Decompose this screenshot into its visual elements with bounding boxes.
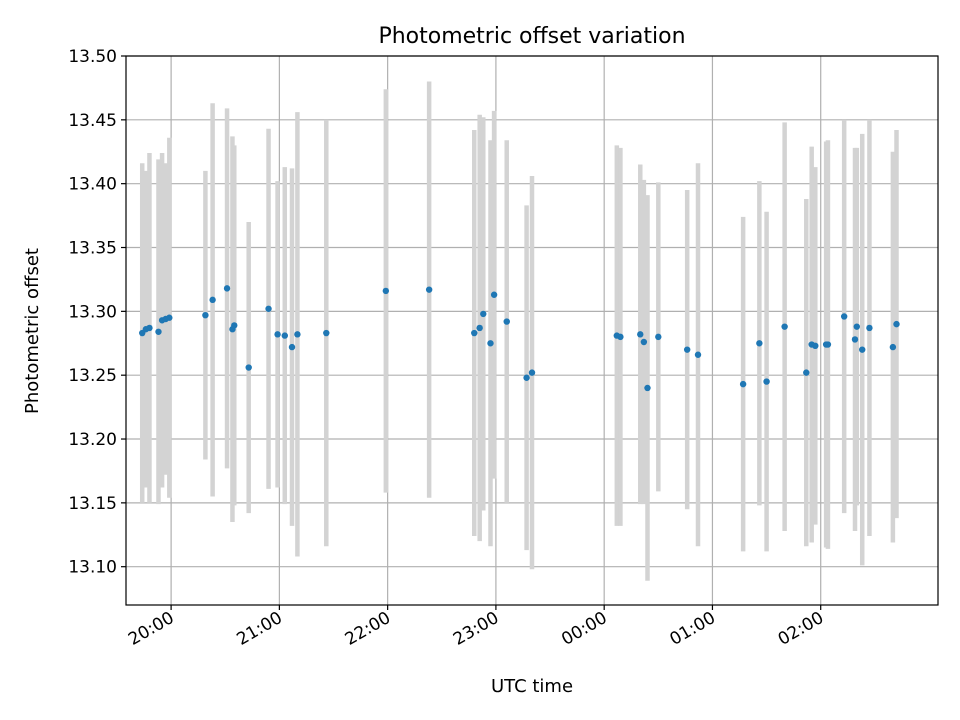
data-point <box>840 313 848 320</box>
data-point <box>781 323 788 330</box>
data-point <box>487 340 494 347</box>
data-point <box>155 328 162 335</box>
data-point <box>889 343 897 351</box>
data-point <box>893 320 900 328</box>
data-point <box>166 314 173 321</box>
data-point <box>231 322 238 329</box>
data-point <box>265 305 272 312</box>
data-point <box>480 310 487 318</box>
data-point <box>640 338 648 346</box>
data-point <box>294 331 301 338</box>
data-point <box>763 378 770 385</box>
data-point <box>637 331 644 338</box>
data-point <box>288 343 296 351</box>
plot-frame <box>125 55 939 606</box>
data-point <box>803 369 810 376</box>
y-tick-label: 13.15 <box>68 494 117 514</box>
data-point <box>851 336 859 343</box>
y-tick-label: 13.40 <box>68 175 117 195</box>
data-point <box>523 374 530 381</box>
y-tick-label: 13.45 <box>68 111 117 131</box>
y-tick-label: 13.25 <box>68 366 117 386</box>
data-point <box>223 285 231 292</box>
y-tick-label: 13.50 <box>68 47 117 67</box>
data-point <box>503 318 510 325</box>
data-point <box>756 340 763 347</box>
data-point <box>281 332 288 339</box>
data-point <box>617 333 624 341</box>
data-point <box>476 324 483 332</box>
data-point <box>683 346 691 353</box>
data-point <box>853 323 860 330</box>
y-tick-label: 13.30 <box>68 302 117 322</box>
data-point <box>859 346 866 353</box>
data-point <box>812 342 819 350</box>
data-point <box>655 333 662 341</box>
data-point <box>644 384 651 392</box>
data-point <box>245 364 252 371</box>
data-point <box>824 341 832 348</box>
data-point <box>382 287 390 295</box>
data-point <box>146 324 153 332</box>
data-point <box>202 311 209 319</box>
data-point <box>528 369 536 376</box>
y-axis-label: Photometric offset <box>22 248 43 414</box>
point-layer <box>139 285 900 392</box>
data-point <box>274 331 281 338</box>
data-point <box>425 286 433 293</box>
data-point <box>490 291 498 298</box>
data-point <box>694 351 702 358</box>
data-point <box>209 296 216 304</box>
chart-title: Photometric offset variation <box>378 24 685 49</box>
x-axis-label: UTC time <box>491 676 573 697</box>
data-point <box>866 324 873 332</box>
y-tick-label: 13.35 <box>68 239 117 259</box>
y-tick-label: 13.10 <box>68 558 117 578</box>
data-point <box>739 380 747 388</box>
y-tick-label: 13.20 <box>68 430 117 450</box>
data-point <box>323 329 330 337</box>
data-point <box>471 329 478 337</box>
